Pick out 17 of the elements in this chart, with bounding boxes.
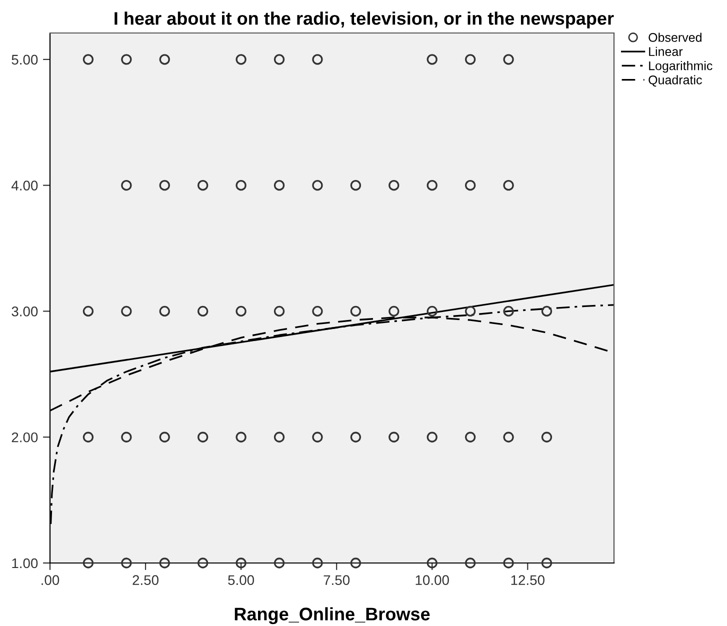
legend-label: Linear — [649, 46, 683, 56]
y-tick-label: 1.00 — [12, 558, 38, 568]
x-tick-label: 7.50 — [324, 575, 350, 586]
y-tick-label: 5.00 — [12, 54, 38, 65]
x-axis-title: Range_Online_Browse — [234, 607, 430, 624]
legend-label: Observed — [648, 32, 702, 42]
x-tick-label: 12.50 — [511, 575, 544, 586]
legend-label: Logarithmic — [649, 61, 712, 73]
x-tick-label: 10.00 — [416, 575, 449, 586]
x-tick-label: .00 — [42, 575, 60, 586]
x-tick-label: 2.50 — [132, 575, 158, 586]
chart-title: I hear about it on the radio, television, or in the newspaper — [114, 12, 614, 28]
x-tick-label: 5.00 — [228, 575, 254, 586]
y-tick-label: 2.00 — [12, 432, 38, 442]
legend-label: Quadratic — [648, 75, 702, 87]
y-tick-label: 3.00 — [12, 306, 38, 316]
y-tick-label: 4.00 — [11, 180, 38, 190]
